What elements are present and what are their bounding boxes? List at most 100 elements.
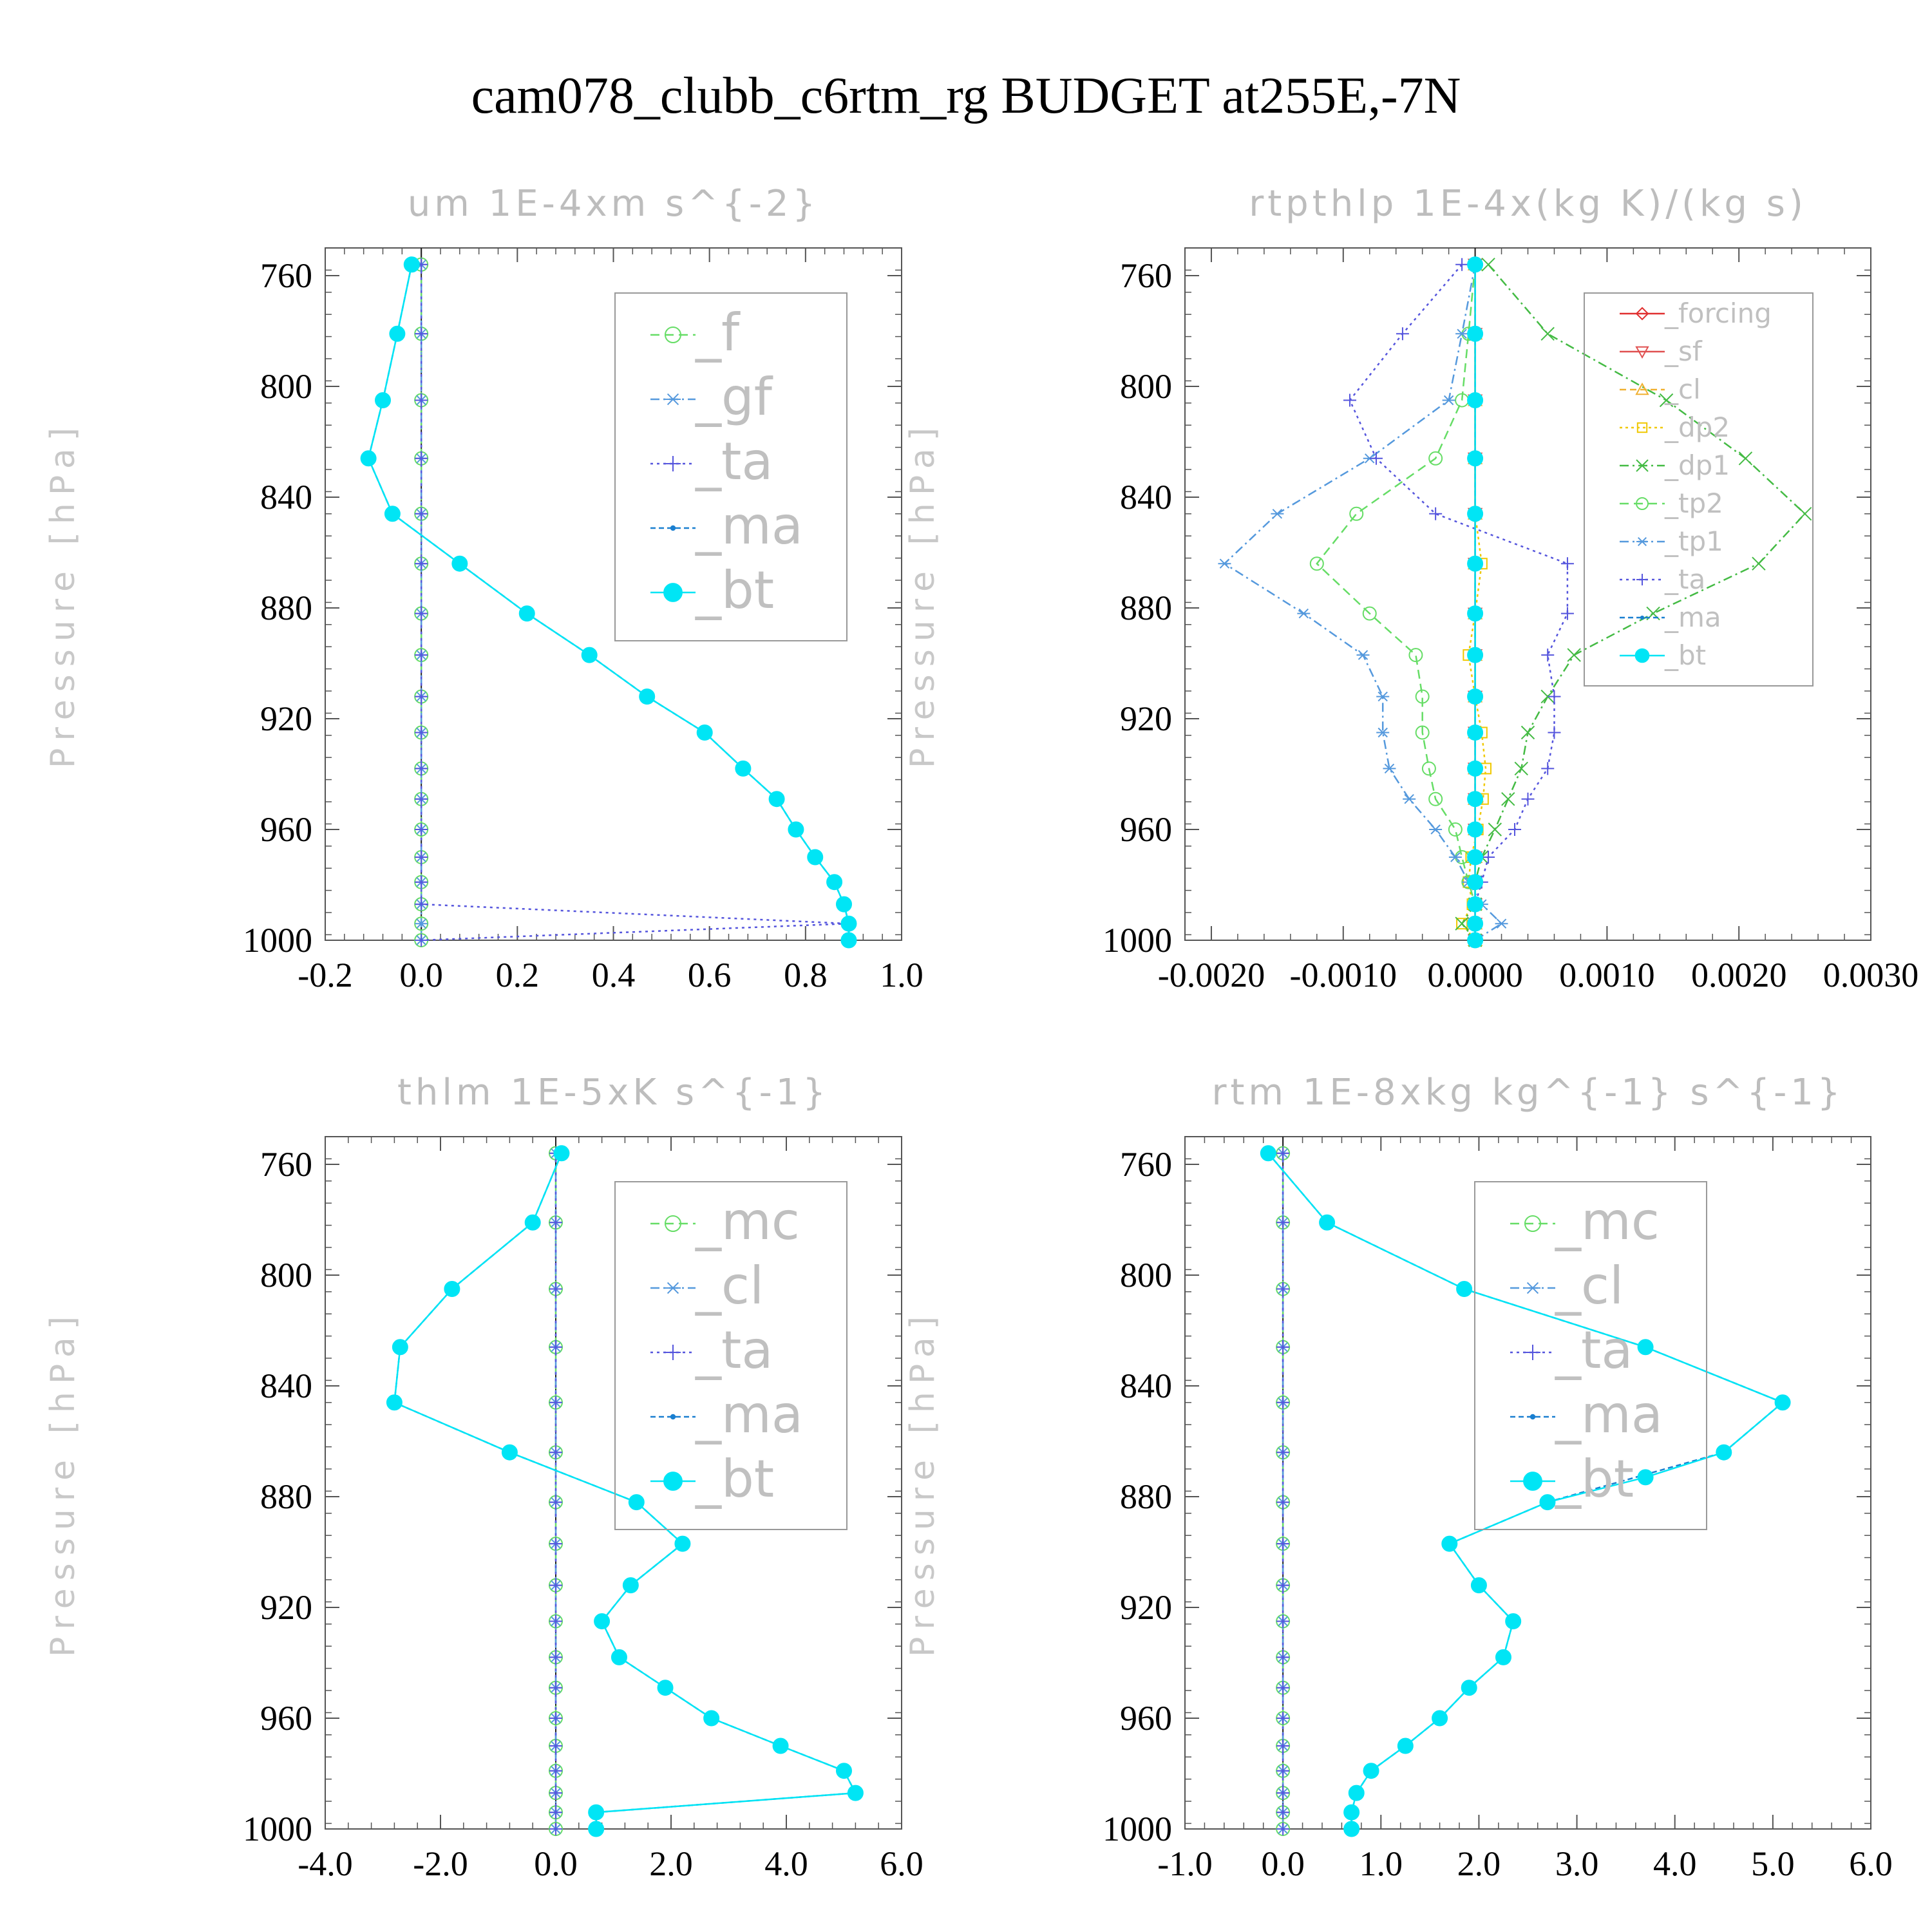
data-point <box>549 1216 562 1229</box>
legend-marker <box>1530 1414 1536 1420</box>
legend-item: _sf <box>1620 336 1703 367</box>
data-point <box>1432 1710 1448 1727</box>
series-line <box>1461 263 1806 941</box>
data-point <box>549 1446 562 1459</box>
legend: _mc_cl_ta_ma_bt <box>614 1181 848 1530</box>
data-point <box>549 1712 562 1725</box>
series-line <box>1223 264 1503 942</box>
legend-item: _mc <box>650 1191 800 1251</box>
data-point <box>1716 1444 1732 1461</box>
series-line <box>1267 1152 1785 1829</box>
legend-marker <box>1636 574 1648 585</box>
data-point <box>1421 761 1436 776</box>
y-tick-label: 960 <box>1120 810 1172 849</box>
data-point <box>772 1738 789 1754</box>
data-point <box>549 1396 562 1409</box>
data-point <box>588 1821 605 1837</box>
series-line <box>367 264 850 940</box>
chart-panel-2: rtpthlp 1E-4x(kg K)/(kg s) Pressure [hPa]… <box>904 183 1918 994</box>
data-point <box>1467 896 1484 913</box>
data-point <box>415 823 428 836</box>
y-tick-label: 880 <box>260 589 312 627</box>
data-point <box>1774 1394 1791 1411</box>
legend-label: _cl <box>1555 1256 1624 1316</box>
data-point <box>1363 1763 1379 1779</box>
data-point <box>1362 606 1377 621</box>
data-point <box>1448 852 1462 862</box>
data-point <box>1495 1649 1511 1665</box>
legend-item: _dp1 <box>1620 450 1730 481</box>
data-point <box>1448 822 1463 837</box>
series-ma <box>392 1151 858 1832</box>
y-tick-label: 840 <box>1120 478 1172 516</box>
y-tick-label: 800 <box>260 367 312 406</box>
panel-title: thlm 1E-5xK s^{-1} <box>397 1072 829 1113</box>
legend-item: _bt <box>650 560 774 620</box>
legend-item: _gf <box>650 367 773 427</box>
data-point <box>549 1739 562 1752</box>
data-point <box>549 1823 562 1835</box>
data-point <box>1356 650 1370 660</box>
legend-item: _ma <box>650 1385 803 1444</box>
data-point <box>1455 258 1469 271</box>
data-point <box>415 762 428 775</box>
legend-marker <box>665 393 681 406</box>
series-bt <box>1260 1145 1791 1837</box>
data-point <box>415 557 428 571</box>
y-tick-label: 1000 <box>1103 1810 1172 1848</box>
data-point <box>735 760 752 777</box>
data-point <box>1467 821 1484 838</box>
x-tick-label: 0.0 <box>1261 1844 1305 1883</box>
chart-panel-3: thlm 1E-5xK s^{-1} Pressure [hPa] -4.0 -2.0… <box>44 1072 923 1883</box>
data-point <box>1408 648 1423 663</box>
legend-item: _ta <box>1620 564 1705 595</box>
data-point <box>1481 258 1495 272</box>
data-point <box>549 1495 562 1509</box>
data-point <box>1470 1577 1487 1594</box>
data-point <box>549 1651 562 1664</box>
legend-marker <box>1525 1345 1540 1360</box>
data-point <box>1383 763 1396 774</box>
data-point <box>415 607 428 620</box>
data-point <box>415 451 428 465</box>
data-point <box>1521 792 1535 806</box>
legend: _forcing _sf _cl _dp2 _dp1 _tp2 _tp1 _ta _ma _bt <box>1584 292 1814 687</box>
y-tick-label: 920 <box>1120 699 1172 738</box>
x-tick-label: 0.4 <box>592 956 636 994</box>
data-point <box>1659 393 1674 408</box>
x-tick-label: 1.0 <box>880 956 923 994</box>
data-point <box>594 1613 611 1629</box>
data-point <box>1797 507 1812 521</box>
data-point <box>1467 874 1484 891</box>
y-tick-label: 920 <box>1120 1588 1172 1627</box>
data-point <box>1467 760 1484 777</box>
data-point <box>1349 506 1364 521</box>
x-tick-label: 0.0010 <box>1559 956 1655 994</box>
legend-label: _bt <box>1555 1449 1634 1509</box>
data-point <box>836 896 852 913</box>
series-dp1 <box>1455 258 1812 947</box>
data-point <box>1276 1495 1290 1509</box>
legend-marker <box>670 525 676 531</box>
series-ta <box>1276 1146 1290 1835</box>
data-point <box>1467 605 1484 622</box>
panel-title: um 1E-4xm s^{-2} <box>408 183 819 225</box>
legend-marker <box>665 1215 681 1232</box>
y-tick-label: 960 <box>260 810 312 849</box>
data-point <box>1428 451 1443 466</box>
series-ta <box>415 258 855 947</box>
data-point <box>1271 509 1284 519</box>
legend-marker <box>1636 422 1648 433</box>
data-point <box>622 1577 639 1594</box>
y-tick-label: 840 <box>1120 1367 1172 1405</box>
data-point <box>1376 691 1390 702</box>
legend-item: _tp1 <box>1620 526 1723 557</box>
legend-marker <box>665 327 681 343</box>
legend-item: _ma <box>1620 601 1721 633</box>
legend-box <box>1584 292 1814 687</box>
legend-item: _bt <box>1620 639 1706 671</box>
data-point <box>524 1214 541 1231</box>
legend-label: _f <box>695 303 741 363</box>
data-point <box>1415 725 1430 740</box>
legend-item: _cl <box>1510 1256 1624 1316</box>
